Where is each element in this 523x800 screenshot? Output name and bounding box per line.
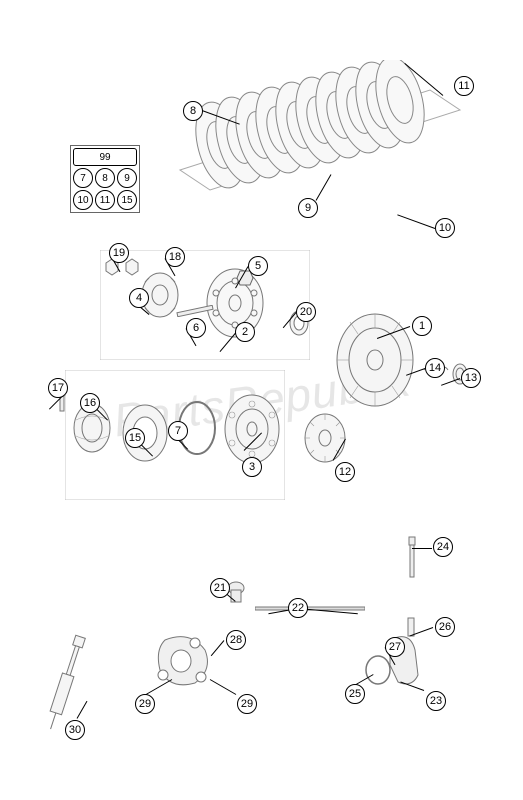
legend-cell: 11 bbox=[95, 190, 115, 210]
callout-27: 27 bbox=[385, 637, 405, 657]
callout-20: 20 bbox=[296, 302, 316, 322]
exploded-diagram: PartsRepublik bbox=[0, 0, 523, 800]
clutch-basket bbox=[330, 310, 420, 410]
leader-line bbox=[412, 548, 432, 549]
callout-17: 17 bbox=[48, 378, 68, 398]
callout-14: 14 bbox=[425, 358, 445, 378]
primary-gear bbox=[300, 410, 350, 465]
callout-12: 12 bbox=[335, 462, 355, 482]
callout-15: 15 bbox=[125, 428, 145, 448]
callout-11: 11 bbox=[454, 76, 474, 96]
callout-29b: 29 bbox=[237, 694, 257, 714]
callout-22: 22 bbox=[288, 598, 308, 618]
callout-3: 3 bbox=[242, 457, 262, 477]
legend-cell: 15 bbox=[117, 190, 137, 210]
callout-29: 29 bbox=[135, 694, 155, 714]
legend-header: 99 bbox=[73, 148, 137, 166]
callout-1: 1 bbox=[412, 316, 432, 336]
callout-25: 25 bbox=[345, 684, 365, 704]
bleeder-valve bbox=[405, 535, 419, 580]
callout-9: 9 bbox=[298, 198, 318, 218]
callout-19: 19 bbox=[109, 243, 129, 263]
callout-26: 26 bbox=[435, 617, 455, 637]
callout-13: 13 bbox=[461, 368, 481, 388]
pump-cover bbox=[145, 625, 220, 695]
center-pin bbox=[175, 305, 215, 317]
callout-6: 6 bbox=[186, 318, 206, 338]
legend-cell: 7 bbox=[73, 168, 93, 188]
callout-4: 4 bbox=[129, 288, 149, 308]
legend-cell: 8 bbox=[95, 168, 115, 188]
callout-7: 7 bbox=[168, 421, 188, 441]
callout-28: 28 bbox=[226, 630, 246, 650]
callout-30: 30 bbox=[65, 720, 85, 740]
callout-16: 16 bbox=[80, 393, 100, 413]
callout-2: 2 bbox=[235, 322, 255, 342]
callout-5: 5 bbox=[248, 256, 268, 276]
callout-24: 24 bbox=[433, 537, 453, 557]
callout-18: 18 bbox=[165, 247, 185, 267]
legend-cell: 9 bbox=[117, 168, 137, 188]
legend-box: 99 7 8 9 10 11 15 bbox=[70, 145, 140, 213]
callout-10: 10 bbox=[435, 218, 455, 238]
callout-21: 21 bbox=[210, 578, 230, 598]
callout-8: 8 bbox=[183, 101, 203, 121]
callout-23: 23 bbox=[426, 691, 446, 711]
legend-cell: 10 bbox=[73, 190, 93, 210]
clutch-plates-stack bbox=[170, 60, 470, 220]
